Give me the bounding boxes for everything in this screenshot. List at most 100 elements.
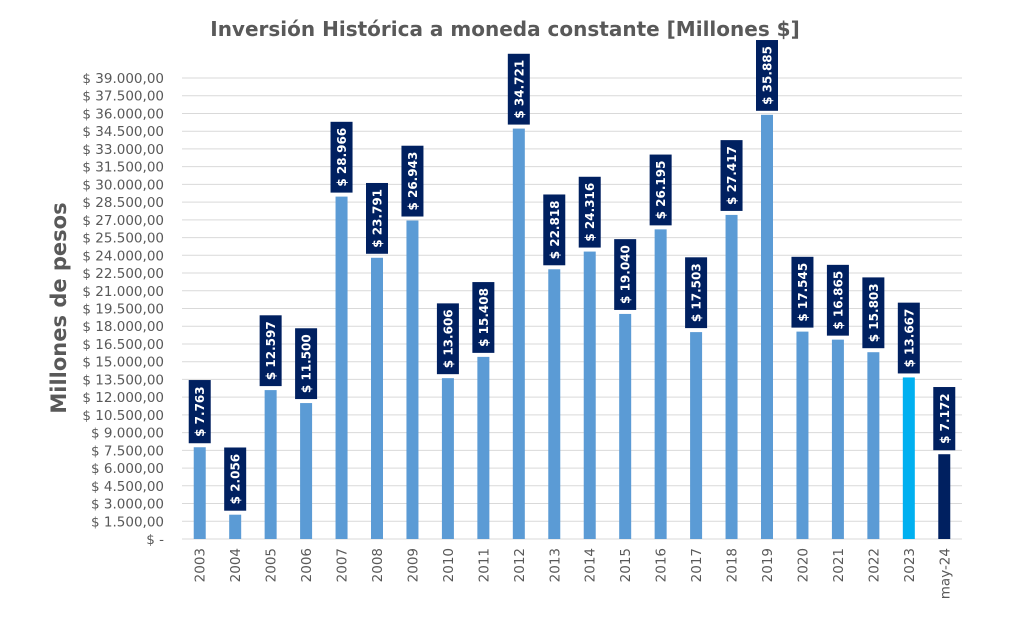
y-tick-label: $ 30.000,00 <box>82 177 164 193</box>
data-label: $ 35.885 <box>761 46 775 105</box>
data-label: $ 34.721 <box>512 60 526 119</box>
data-label-box <box>436 303 459 375</box>
y-tick-label: $ - <box>146 532 164 548</box>
y-tick-label: $ 24.000,00 <box>82 248 164 264</box>
data-label-box <box>826 264 849 336</box>
bars <box>193 114 951 540</box>
y-tick-label: $ 10.500,00 <box>82 408 164 424</box>
y-tick-label: $ 19.500,00 <box>82 302 164 318</box>
x-tick-label: 2005 <box>264 548 280 582</box>
bar <box>229 514 242 539</box>
data-label: $ 24.316 <box>583 183 597 242</box>
data-label-box <box>224 447 247 511</box>
data-label: $ 28.966 <box>335 128 349 187</box>
y-tick-label: $ 4.500,00 <box>91 479 164 495</box>
bar <box>335 196 348 539</box>
x-tick-label: 2019 <box>760 548 776 582</box>
data-label-box <box>543 194 566 266</box>
data-label-box <box>188 380 211 444</box>
bar <box>477 356 490 539</box>
bar <box>441 378 454 539</box>
x-tick-label: 2006 <box>299 548 315 582</box>
y-tick-label: $ 1.500,00 <box>91 514 164 530</box>
data-label-box <box>507 53 530 125</box>
data-label-box <box>720 140 743 211</box>
bar <box>867 352 880 539</box>
y-tick-label: $ 28.500,00 <box>82 195 164 211</box>
x-tick-label: 2016 <box>654 548 670 582</box>
y-axis-label: Millones de pesos <box>47 202 71 413</box>
data-label-box <box>259 315 282 387</box>
y-tick-label: $ 3.000,00 <box>91 497 164 513</box>
data-label-box <box>685 257 708 329</box>
data-label: $ 7.172 <box>938 393 952 443</box>
data-label: $ 27.417 <box>725 146 739 205</box>
bar <box>902 377 915 539</box>
x-axis-ticks: 2003 2004 2005 2006 2007 2008 2009 2010 2011 2012… <box>193 548 954 599</box>
data-label: $ 15.803 <box>867 283 881 342</box>
bar <box>619 313 632 539</box>
y-tick-label: $ 12.000,00 <box>82 390 164 406</box>
x-tick-label: 2021 <box>831 548 847 582</box>
data-label: $ 13.606 <box>441 309 455 368</box>
data-label: $ 23.791 <box>371 189 385 248</box>
data-label: $ 26.943 <box>406 152 420 211</box>
data-label: $ 15.408 <box>477 288 491 347</box>
data-label: $ 13.667 <box>902 309 916 368</box>
data-label-box <box>933 387 956 451</box>
data-label-box <box>401 145 424 217</box>
data-label-box <box>649 154 672 226</box>
data-label: $ 17.545 <box>796 263 810 322</box>
data-label-box <box>791 256 814 328</box>
data-label-box <box>897 302 920 374</box>
bar <box>725 214 738 540</box>
y-tick-label: $ 39.000,00 <box>82 71 164 87</box>
data-label: $ 7.763 <box>193 386 207 436</box>
bar <box>796 331 809 539</box>
y-tick-label: $ 36.000,00 <box>82 106 164 122</box>
data-label: $ 11.500 <box>300 334 314 393</box>
data-label: $ 19.040 <box>619 245 633 304</box>
y-tick-label: $ 15.000,00 <box>82 355 164 371</box>
y-tick-label: $ 6.000,00 <box>91 461 164 477</box>
data-label: $ 16.865 <box>831 271 845 330</box>
data-label-box <box>756 40 778 111</box>
y-tick-label: $ 7.500,00 <box>91 443 164 459</box>
x-tick-label: 2010 <box>441 548 457 582</box>
y-tick-label: $ 16.500,00 <box>82 337 164 353</box>
x-tick-label: 2023 <box>902 548 918 582</box>
data-label-box <box>330 121 353 193</box>
x-tick-label: 2008 <box>370 548 386 582</box>
x-tick-label: 2014 <box>583 548 599 582</box>
data-label: $ 12.597 <box>264 321 278 380</box>
bar <box>938 454 951 539</box>
bar <box>761 114 773 540</box>
bar <box>583 251 596 540</box>
x-tick-label: 2020 <box>795 548 811 582</box>
data-label-box <box>614 239 637 310</box>
y-tick-label: $ 27.000,00 <box>82 213 164 229</box>
y-tick-label: $ 37.500,00 <box>82 89 164 105</box>
bar <box>690 332 703 539</box>
data-label-box <box>862 277 885 349</box>
data-label: $ 26.195 <box>654 161 668 220</box>
bar <box>548 269 561 539</box>
bar <box>371 257 383 539</box>
chart-title: Inversión Histórica a moneda constante [… <box>210 17 800 41</box>
y-tick-label: $ 22.500,00 <box>82 266 164 282</box>
y-tick-label: $ 31.500,00 <box>82 160 164 176</box>
x-tick-label: 2003 <box>193 548 209 582</box>
x-tick-label: may-24 <box>937 548 953 599</box>
data-label: $ 22.818 <box>548 200 562 259</box>
data-label: $ 2.056 <box>229 454 243 504</box>
data-label: $ 17.503 <box>690 263 704 322</box>
y-tick-label: $ 18.000,00 <box>82 319 164 335</box>
x-tick-label: 2012 <box>512 548 528 582</box>
data-label-box <box>578 176 601 248</box>
x-tick-label: 2009 <box>405 548 421 582</box>
bar <box>193 447 206 539</box>
bar <box>512 128 525 540</box>
x-tick-label: 2004 <box>228 548 244 582</box>
y-tick-label: $ 9.000,00 <box>91 426 164 442</box>
